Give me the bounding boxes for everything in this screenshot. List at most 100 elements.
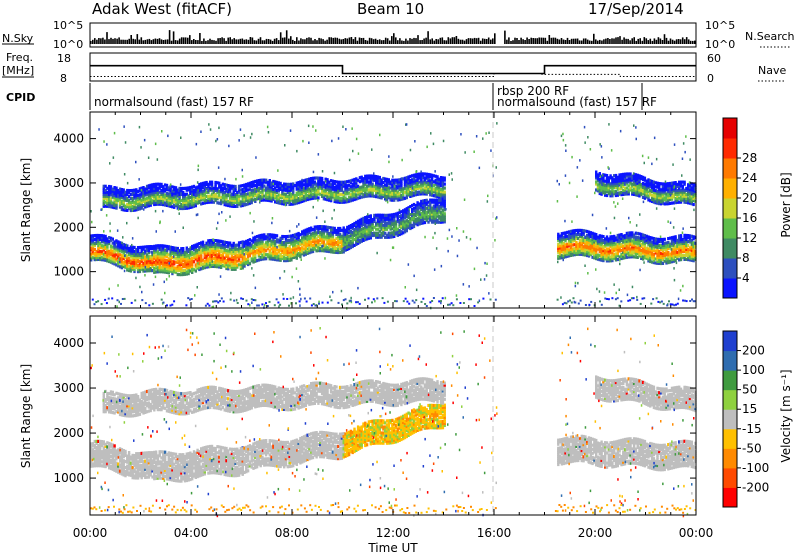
noise-bar [627, 39, 629, 44]
noise-bar [476, 38, 478, 44]
noise-bar [551, 38, 553, 44]
echo-cell [195, 269, 197, 272]
noise-bar [654, 38, 656, 44]
noise-bar [637, 39, 639, 44]
noise-left-tick-top: 10^5 [53, 19, 83, 32]
noise-bar [229, 37, 231, 44]
noise-bar [607, 38, 609, 44]
noise-bar [482, 38, 484, 44]
noise-bar [613, 39, 615, 45]
noise-bar [676, 39, 678, 44]
noise-bar [690, 41, 692, 44]
noise-bar [567, 38, 569, 44]
noise-bar [652, 41, 654, 44]
noise-bar [147, 39, 149, 44]
noise-bar [248, 40, 250, 44]
noise-bar [262, 40, 264, 44]
noise-bar [334, 38, 336, 44]
freq-right-tick-bottom: 0 [707, 72, 714, 85]
echo-cell [370, 214, 372, 217]
cpid-segment-3: normalsound (fast) 157 RF [497, 95, 657, 109]
noise-bar [175, 40, 177, 44]
noise-bar [300, 38, 302, 44]
noise-bar [377, 40, 379, 44]
noise-bar [266, 39, 268, 44]
noise-bar [435, 39, 437, 44]
noise-bar [486, 39, 488, 44]
date-title: 17/Sep/2014 [588, 0, 684, 18]
noise-right-tick-bottom: 10^0 [705, 38, 735, 51]
noise-bar [151, 40, 153, 44]
noise-bar [126, 40, 128, 44]
noise-bar [579, 40, 581, 44]
noise-bar [90, 41, 92, 44]
noise-bar [688, 39, 690, 44]
noise-bar [379, 39, 381, 44]
noise-bar [583, 39, 585, 45]
noise-bar [179, 39, 181, 44]
noise-bar [460, 40, 462, 44]
noise-bar [324, 41, 326, 44]
noise-bar [397, 40, 399, 44]
noise-bar [213, 40, 215, 44]
noise-bar [423, 39, 425, 45]
noise-bar [284, 37, 286, 44]
echo-cell [249, 262, 251, 265]
noise-bar [199, 33, 201, 44]
noise-bar [658, 37, 660, 44]
noise-bar [118, 37, 120, 44]
noise-bar [288, 39, 290, 44]
noise-bar [672, 40, 674, 44]
noise-bar [94, 38, 96, 44]
noise-bar [611, 38, 613, 44]
echo-cell [211, 181, 213, 184]
noise-bar [143, 40, 145, 44]
noise-bar [231, 39, 233, 44]
cpid-segment-1: normalsound (fast) 157 RF [94, 95, 254, 109]
noise-bar [371, 38, 373, 44]
noise-bar [203, 39, 205, 45]
echo-cell [444, 212, 446, 215]
echo-cell [202, 241, 204, 244]
noise-bar [670, 39, 672, 45]
noise-bar [318, 38, 320, 44]
noise-bar [545, 38, 547, 44]
noise-bar [195, 40, 197, 44]
noise-bar [549, 35, 551, 44]
noise-bar [98, 38, 100, 44]
noise-bar [274, 39, 276, 44]
noise-bar [359, 38, 361, 45]
noise-bar [108, 39, 110, 44]
noise-bar [534, 38, 536, 44]
noise-bar [559, 40, 561, 45]
noise-bar [524, 40, 526, 44]
noise-bar [260, 37, 262, 44]
noise-bar [444, 40, 446, 44]
noise-bar [308, 37, 310, 44]
noise-bar [646, 38, 648, 44]
noise-bar [532, 38, 534, 44]
noise-bar [132, 39, 134, 44]
noise-bar [252, 38, 254, 45]
noise-bar [254, 40, 256, 44]
noise-bar [306, 38, 308, 44]
noise-bar [169, 30, 171, 44]
freq-right-tick-top: 60 [707, 52, 721, 65]
noise-bar [389, 41, 391, 45]
noise-bar [185, 37, 187, 44]
noise-bar [159, 38, 161, 44]
noise-bar [286, 30, 288, 44]
noise-bar [130, 35, 132, 44]
noise-bar [504, 31, 506, 44]
noise-bar [419, 40, 421, 44]
noise-bar [155, 39, 157, 45]
echo-cell [182, 247, 184, 250]
noise-bar [684, 39, 686, 44]
noise-bar [478, 38, 480, 44]
noise-bar [189, 35, 191, 44]
noise-bar [122, 40, 124, 44]
noise-bar [421, 40, 423, 44]
noise-bar [207, 40, 209, 44]
noise-bar [526, 38, 528, 45]
